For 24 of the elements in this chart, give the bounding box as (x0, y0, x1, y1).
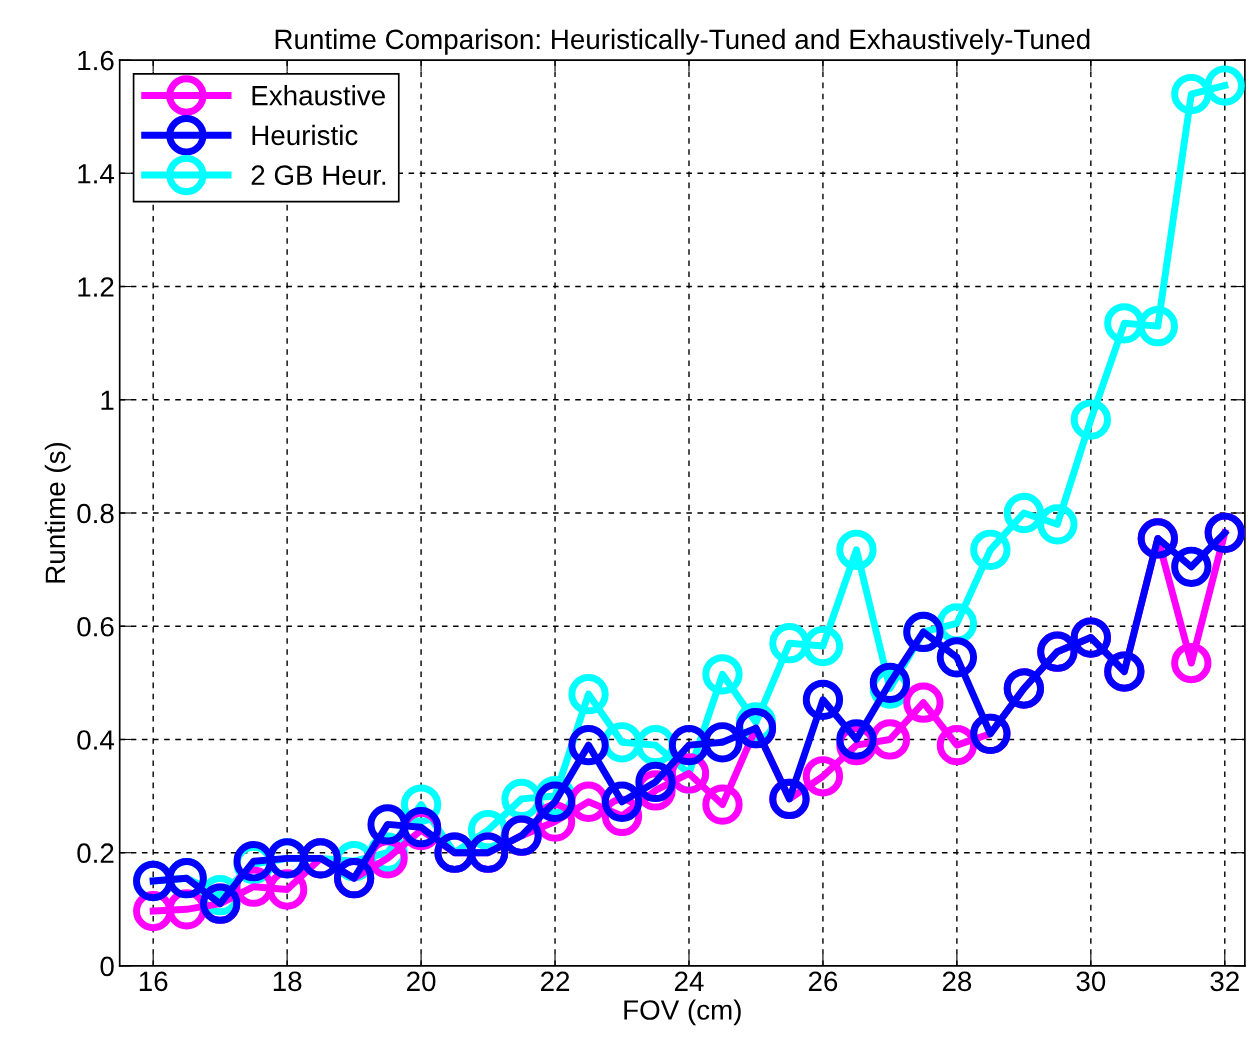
y-tick-label: 0.8 (77, 503, 114, 524)
y-tick-label: 1.2 (78, 277, 114, 297)
x-axis-title: FOV (cm) (624, 999, 741, 1026)
legend-label: Heuristic (252, 124, 358, 146)
y-axis-title: Runtime (s) (44, 442, 71, 583)
x-tick-label: 32 (1210, 971, 1239, 992)
x-tick-label: 18 (273, 971, 302, 992)
x-tick-label: 22 (540, 971, 570, 991)
chart-title: Runtime Comparison: Heuristically-Tuned and Exhaustively-Tuned (275, 28, 1090, 55)
y-tick-label: 1 (101, 390, 114, 410)
y-tick-label: 1.4 (78, 164, 115, 184)
y-tick-label: 0.6 (77, 616, 114, 637)
y-tick-label: 0.2 (77, 843, 114, 864)
legend-label: Exhaustive (252, 85, 385, 106)
x-tick-label: 24 (674, 971, 704, 991)
x-tick-label: 16 (139, 971, 168, 992)
x-tick-label: 26 (808, 971, 838, 992)
y-tick-label: 0.4 (77, 730, 115, 750)
x-tick-label: 28 (942, 971, 972, 992)
legend-label: 2 GB Heur. (251, 165, 386, 186)
x-tick-label: 30 (1076, 971, 1106, 992)
x-tick-label: 20 (407, 971, 436, 992)
y-tick-label: 0 (100, 956, 114, 977)
y-tick-label: 1.6 (78, 50, 114, 71)
